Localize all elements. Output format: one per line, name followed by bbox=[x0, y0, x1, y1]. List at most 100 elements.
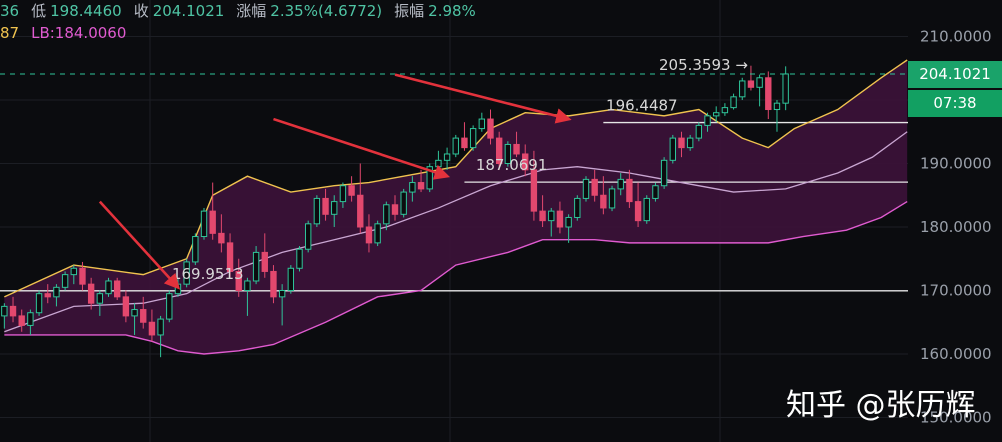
candle-body bbox=[261, 251, 268, 272]
candle-body bbox=[365, 226, 373, 244]
candle-body bbox=[600, 194, 607, 209]
candle-body bbox=[383, 204, 390, 225]
candle-body bbox=[331, 201, 338, 215]
annotation-arrow bbox=[394, 73, 572, 124]
candle-body bbox=[357, 194, 364, 228]
candle-body bbox=[166, 293, 173, 320]
candle-body bbox=[96, 293, 104, 304]
candle-body bbox=[721, 107, 729, 114]
candle-body bbox=[713, 112, 720, 117]
candle-body bbox=[469, 128, 477, 149]
level-label: 196.4487 bbox=[606, 97, 678, 115]
close-label: 收 bbox=[133, 2, 149, 20]
candle-body bbox=[131, 309, 138, 317]
candle-body bbox=[105, 280, 112, 295]
candle-body bbox=[652, 185, 659, 199]
candle-body bbox=[79, 267, 86, 285]
candle-body bbox=[35, 293, 43, 314]
candle-body bbox=[400, 191, 407, 215]
candle-body bbox=[556, 210, 564, 228]
amplitude-label: 振幅 bbox=[394, 2, 425, 20]
level-label: 187.0691 bbox=[476, 156, 548, 174]
candle-body bbox=[200, 210, 208, 238]
y-tick-label: 190.0000 bbox=[920, 155, 992, 173]
candle-body bbox=[322, 197, 329, 215]
candle-body bbox=[270, 270, 277, 298]
candle-body bbox=[617, 178, 624, 190]
candle-body bbox=[157, 318, 164, 336]
candle-body bbox=[530, 169, 538, 212]
candle-body bbox=[391, 204, 399, 215]
candle-body bbox=[374, 223, 381, 244]
candle-body bbox=[192, 236, 199, 263]
candle-body bbox=[608, 188, 616, 209]
candle-body bbox=[782, 73, 789, 104]
candle-body bbox=[452, 137, 459, 155]
high-annotation: 205.3593 → bbox=[659, 56, 748, 74]
candle-body bbox=[426, 166, 433, 190]
candle-body bbox=[443, 153, 451, 161]
annotation-arrow bbox=[98, 200, 181, 290]
candle-body bbox=[669, 137, 676, 161]
candle-body bbox=[235, 270, 242, 292]
band-info-bar: 87 LB:184.0060 bbox=[0, 24, 126, 44]
candle-body bbox=[114, 280, 121, 298]
y-tick-label: 180.0000 bbox=[920, 218, 992, 236]
candle-body bbox=[252, 251, 260, 282]
candle-body bbox=[339, 185, 347, 203]
candle-body bbox=[487, 118, 494, 139]
candle-body bbox=[70, 267, 77, 276]
candle-body bbox=[435, 159, 442, 168]
y-tick-label: 170.0000 bbox=[920, 282, 992, 300]
candle-body bbox=[591, 178, 598, 196]
candle-body bbox=[582, 178, 590, 199]
close-value: 204.1021 bbox=[152, 2, 225, 20]
candle-body bbox=[626, 178, 633, 203]
candle-body bbox=[122, 296, 130, 317]
candle-body bbox=[513, 143, 520, 155]
candle-body bbox=[209, 210, 216, 234]
lower-band-line bbox=[4, 200, 908, 355]
candle-body bbox=[565, 216, 572, 228]
candle-body bbox=[87, 283, 95, 304]
level-label: 169.9513 bbox=[172, 265, 244, 283]
candle-body bbox=[278, 290, 286, 298]
y-tick-label: 160.0000 bbox=[920, 345, 992, 363]
change-value: 2.35%(4.6772) bbox=[270, 2, 383, 20]
candle-body bbox=[730, 96, 737, 109]
candle-body bbox=[747, 80, 755, 88]
candle-body bbox=[226, 242, 234, 272]
candle-body bbox=[409, 182, 416, 193]
low-label: 低 bbox=[31, 2, 47, 20]
candle-body bbox=[522, 153, 529, 171]
candle-body bbox=[739, 80, 746, 98]
candle-body bbox=[504, 143, 512, 164]
candle-body bbox=[18, 315, 25, 326]
candle-body bbox=[461, 137, 468, 149]
change-label: 涨幅 bbox=[236, 2, 267, 20]
candle-countdown-tag: 07:38 bbox=[908, 89, 1002, 117]
amplitude-value: 2.98% bbox=[428, 2, 476, 20]
low-value: 198.4460 bbox=[50, 2, 122, 20]
candle-body bbox=[244, 280, 251, 292]
candle-body bbox=[704, 115, 711, 126]
candle-body bbox=[643, 197, 650, 222]
candle-body bbox=[218, 232, 225, 244]
y-tick-label: 210.0000 bbox=[920, 28, 992, 46]
candle-body bbox=[348, 185, 355, 196]
candle-body bbox=[140, 309, 147, 323]
annotation-arrow bbox=[273, 117, 451, 180]
candle-body bbox=[495, 137, 503, 165]
candle-body bbox=[61, 274, 69, 288]
candle-body bbox=[27, 312, 34, 326]
candle-body bbox=[773, 102, 781, 111]
candle-body bbox=[1, 305, 8, 317]
watermark: 知乎 @张历辉 bbox=[786, 388, 976, 423]
y-tick-label: 150.0000 bbox=[920, 409, 992, 427]
candle-body bbox=[304, 223, 312, 250]
candle-body bbox=[478, 118, 486, 130]
candle-body bbox=[148, 321, 156, 336]
candle-body bbox=[296, 248, 303, 269]
